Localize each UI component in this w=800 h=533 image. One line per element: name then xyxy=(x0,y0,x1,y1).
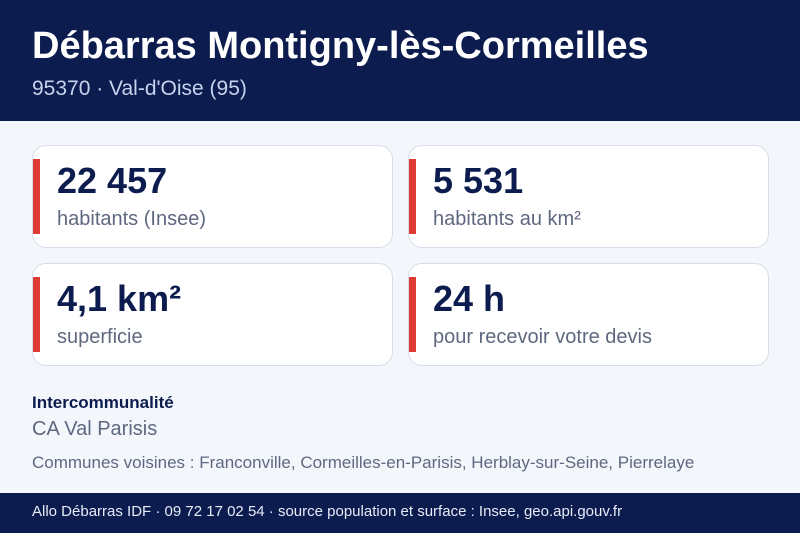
stat-label: habitants au km² xyxy=(433,208,581,230)
intercommunalite-heading: Intercommunalité xyxy=(32,393,174,412)
stat-value: 4,1 km² xyxy=(57,278,182,319)
stats-grid: 22 457 habitants (Insee) 5 531 habitants… xyxy=(32,145,769,366)
stat-label: superficie xyxy=(57,326,143,348)
stat-label: habitants (Insee) xyxy=(57,208,206,230)
page-subtitle: 95370 · Val-d'Oise (95) xyxy=(32,77,247,100)
footer-bar: Allo Débarras IDF · 09 72 17 02 54 · sou… xyxy=(0,493,800,533)
stat-card-quote-delay: 24 h pour recevoir votre devis xyxy=(408,263,769,366)
stat-card-population: 22 457 habitants (Insee) xyxy=(32,145,393,248)
page-title: Débarras Montigny-lès-Cormeilles xyxy=(32,25,649,67)
stat-value: 22 457 xyxy=(57,160,168,201)
stat-card-area: 4,1 km² superficie xyxy=(32,263,393,366)
stat-value: 5 531 xyxy=(433,160,524,201)
stat-card-density: 5 531 habitants au km² xyxy=(408,145,769,248)
intercommunalite-value: CA Val Parisis xyxy=(32,418,158,440)
neighbor-communes: Communes voisines : Franconville, Cormei… xyxy=(32,453,695,472)
header-banner: Débarras Montigny-lès-Cormeilles 95370 ·… xyxy=(0,0,800,121)
footer-text: Allo Débarras IDF · 09 72 17 02 54 · sou… xyxy=(32,503,623,520)
accent-bar xyxy=(409,277,416,352)
accent-bar xyxy=(33,159,40,234)
accent-bar xyxy=(409,159,416,234)
stat-value: 24 h xyxy=(433,278,506,319)
intercommunalite-section: Intercommunalité CA Val Parisis xyxy=(32,393,772,441)
stat-label: pour recevoir votre devis xyxy=(433,326,652,348)
accent-bar xyxy=(33,277,40,352)
